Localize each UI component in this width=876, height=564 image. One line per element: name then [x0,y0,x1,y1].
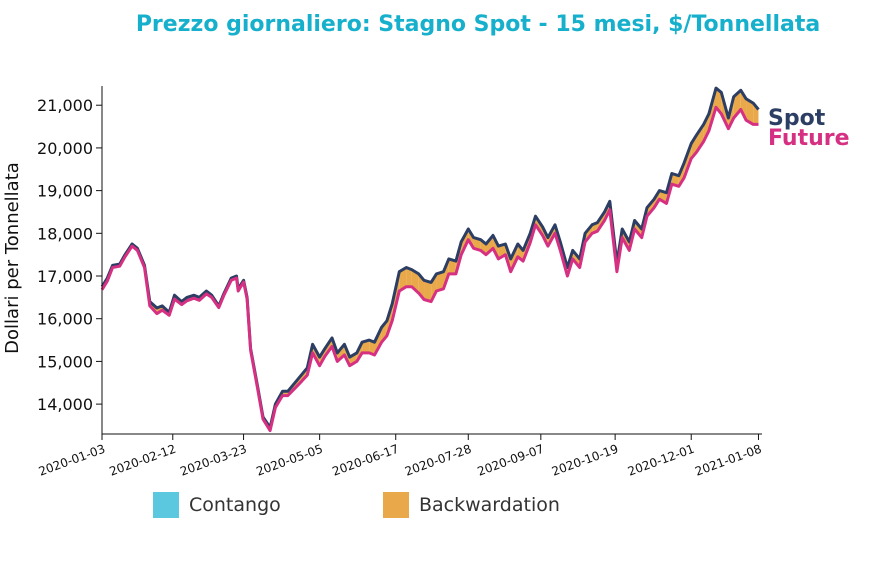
x-tick-label: 2020-01-03 [37,442,107,479]
series-line-spot [100,86,760,430]
spread-band [436,271,444,291]
spread-band [424,280,432,302]
y-tick-label: 20,000 [37,139,93,158]
x-tick-label: 2020-09-07 [476,442,546,479]
y-tick-label: 16,000 [37,310,93,329]
spread-band [696,124,704,153]
legend-item-backwardation: Backwardation [383,492,560,518]
y-tick-label: 14,000 [37,395,93,414]
spread-band [362,340,370,353]
x-tick-label: 2020-02-12 [107,442,177,479]
end-label-spot: Spot [768,106,826,131]
legend-label-contango: Contango [189,494,281,516]
x-tick-label: 2020-10-19 [550,442,620,479]
end-label-future: Future [768,126,850,151]
y-tick-label: 19,000 [37,182,93,201]
spread-band [671,173,679,187]
spread-band [448,258,456,274]
y-tick-label: 17,000 [37,267,93,286]
spread-band [369,340,375,356]
legend-label-backwardation: Backwardation [419,494,560,516]
y-tick-label: 21,000 [37,96,93,115]
series-line-future [100,105,759,433]
x-tick-label: 2020-05-05 [254,442,324,479]
y-axis-title: Dollari per Tonnellata [2,162,23,354]
chart-title: Prezzo giornaliero: Stagno Spot - 15 mes… [135,12,821,37]
x-axis: 2020-01-03 2020-02-12 2020-03-23 2020-05-05… [37,433,763,479]
spread-bands [102,88,759,431]
spread-band [659,190,667,204]
series-lines [100,86,760,433]
y-tick-label: 15,000 [37,352,93,371]
legend-item-contango: Contango [153,492,281,518]
legend-swatch-backwardation [383,492,409,518]
x-tick-label: 2020-12-01 [626,442,696,479]
spread-band [746,98,754,125]
y-axis: 14,000 15,000 16,000 17,000 18,000 19,000 20,0… [37,86,103,434]
x-tick-label: 2020-07-28 [403,442,473,479]
legend-swatch-contango [153,492,179,518]
spread-band [473,237,481,251]
spread-band [406,267,412,287]
x-tick-label: 2021-01-08 [693,442,763,479]
spread-band [399,267,407,291]
x-tick-label: 2020-06-17 [330,442,400,479]
x-tick-label: 2020-03-23 [178,442,248,479]
spread-band [703,113,709,142]
y-tick-label: 18,000 [37,224,93,243]
